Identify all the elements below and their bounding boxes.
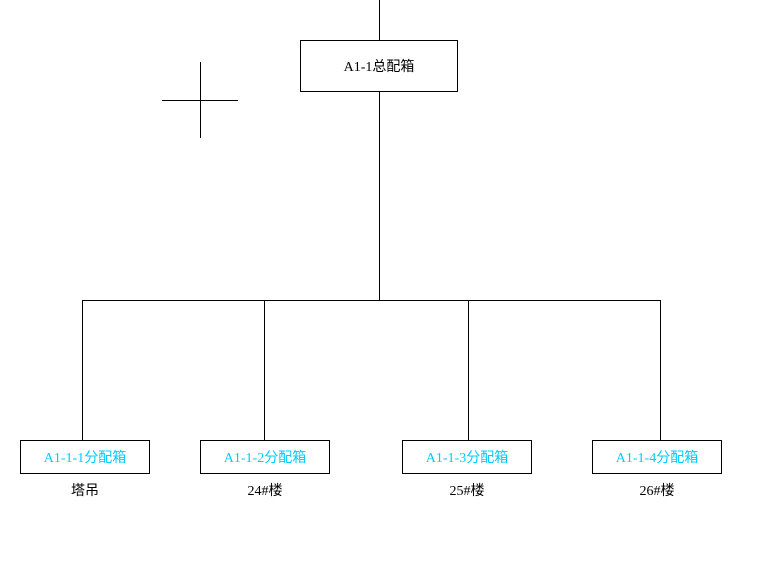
leaf-label-0: A1-1-1分配箱 — [44, 447, 126, 467]
leaf-label-2: A1-1-3分配箱 — [426, 447, 508, 467]
leaf-sublabel-3: 26#楼 — [592, 480, 722, 500]
cross-mark-icon — [162, 62, 238, 138]
leaf-sublabel-1: 24#楼 — [200, 480, 330, 500]
leaf-label-3: A1-1-4分配箱 — [616, 447, 698, 467]
leaf-node-1: A1-1-2分配箱 — [200, 440, 330, 474]
root-node: A1-1总配箱 — [300, 40, 458, 92]
leaf-node-2: A1-1-3分配箱 — [402, 440, 532, 474]
leaf-label-1: A1-1-2分配箱 — [224, 447, 306, 467]
leaf-sublabel-0: 塔吊 — [20, 480, 150, 500]
leaf-sublabel-2: 25#楼 — [402, 480, 532, 500]
leaf-node-0: A1-1-1分配箱 — [20, 440, 150, 474]
root-label: A1-1总配箱 — [344, 56, 415, 76]
leaf-node-3: A1-1-4分配箱 — [592, 440, 722, 474]
